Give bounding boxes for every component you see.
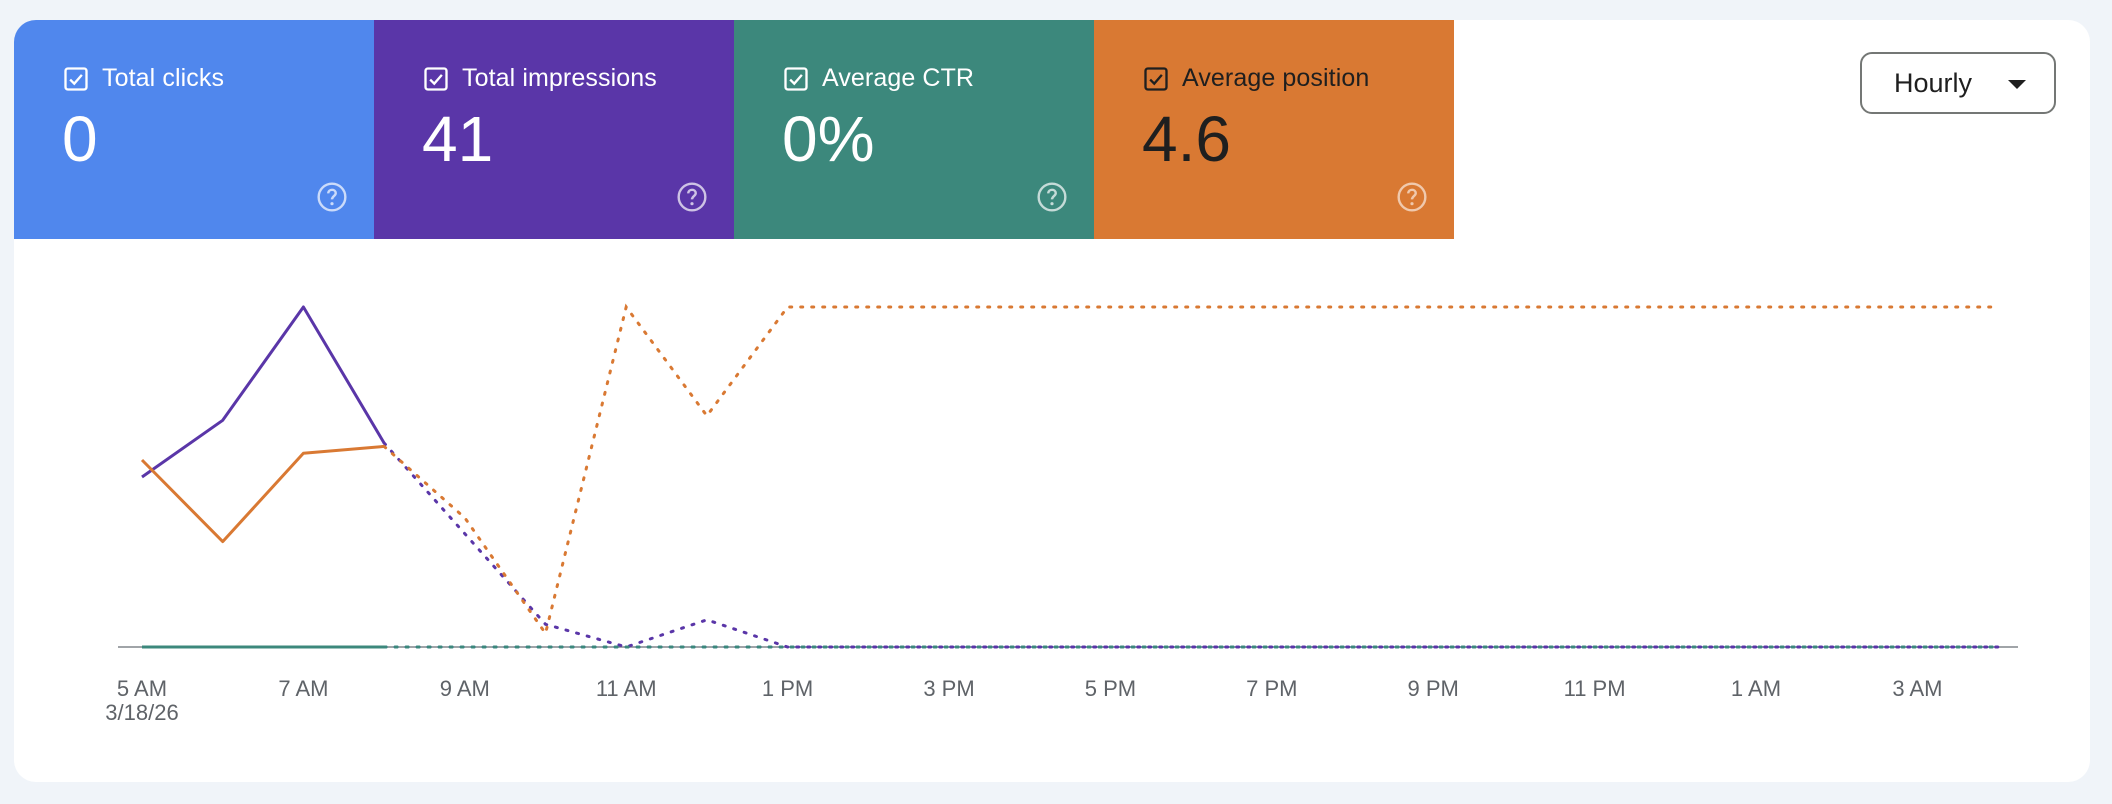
checkbox-checked-icon[interactable] xyxy=(422,65,450,93)
metric-label: Average CTR xyxy=(822,64,975,92)
metric-header: Total impressions xyxy=(422,64,734,93)
metric-value: 0% xyxy=(782,103,875,175)
series-line-impressions-partial xyxy=(382,441,2000,649)
performance-card: Total clicks 0 Total impressions 41 xyxy=(14,20,2090,782)
help-circle-icon[interactable] xyxy=(1036,181,1068,213)
x-tick-label: 7 PM xyxy=(1246,676,1297,701)
metric-value: 0 xyxy=(62,103,98,175)
series-line-impressions xyxy=(141,305,386,479)
metric-header: Average CTR xyxy=(782,64,1094,93)
help-circle-icon[interactable] xyxy=(316,181,348,213)
granularity-selected: Hourly xyxy=(1894,67,1973,98)
x-tick-label: 1 PM xyxy=(762,676,813,701)
x-tick-date: 3/18/26 xyxy=(105,700,178,725)
dropdown-arrow-icon xyxy=(2008,80,2026,89)
checkbox-checked-icon[interactable] xyxy=(62,65,90,93)
metric-total-impressions[interactable]: Total impressions 41 xyxy=(374,20,734,239)
x-tick-label: 5 AM xyxy=(117,676,167,701)
performance-chart: 5 AM 7 AM 9 AM 11 AM 1 PM 3 PM 5 PM 7 PM 9 PM 11 … xyxy=(105,303,2018,725)
metric-value: 4.6 xyxy=(1142,103,1231,175)
metric-header: Average position xyxy=(1142,64,1454,93)
metric-value: 41 xyxy=(422,103,494,175)
x-tick-label: 11 PM xyxy=(1564,676,1626,701)
x-tick-label: 5 PM xyxy=(1085,676,1136,701)
granularity-dropdown[interactable]: Hourly xyxy=(1860,52,2056,114)
metric-label: Total impressions xyxy=(462,64,657,92)
x-tick-label: 1 AM xyxy=(1731,676,1781,701)
metric-header: Total clicks xyxy=(62,64,374,93)
metric-total-clicks[interactable]: Total clicks 0 xyxy=(14,20,374,239)
x-tick-label: 3 PM xyxy=(923,676,974,701)
series-line-position-partial xyxy=(382,303,2000,637)
x-tick-label: 3 AM xyxy=(1892,676,1942,701)
x-tick-label: 7 AM xyxy=(278,676,328,701)
series-line-position xyxy=(140,444,385,544)
metric-average-ctr[interactable]: Average CTR 0% xyxy=(734,20,1094,239)
x-tick-label: 9 PM xyxy=(1408,676,1459,701)
metric-average-position[interactable]: Average position 4.6 xyxy=(1094,20,1454,239)
metric-label: Average position xyxy=(1182,64,1370,92)
help-circle-icon[interactable] xyxy=(1396,181,1428,213)
metric-label: Total clicks xyxy=(102,64,225,92)
metric-tabs: Total clicks 0 Total impressions 41 xyxy=(14,20,1454,239)
x-tick-label: 11 AM xyxy=(596,676,657,701)
x-tick-label: 9 AM xyxy=(440,676,490,701)
help-circle-icon[interactable] xyxy=(676,181,708,213)
checkbox-checked-icon[interactable] xyxy=(1142,65,1170,93)
checkbox-checked-icon[interactable] xyxy=(782,65,810,93)
